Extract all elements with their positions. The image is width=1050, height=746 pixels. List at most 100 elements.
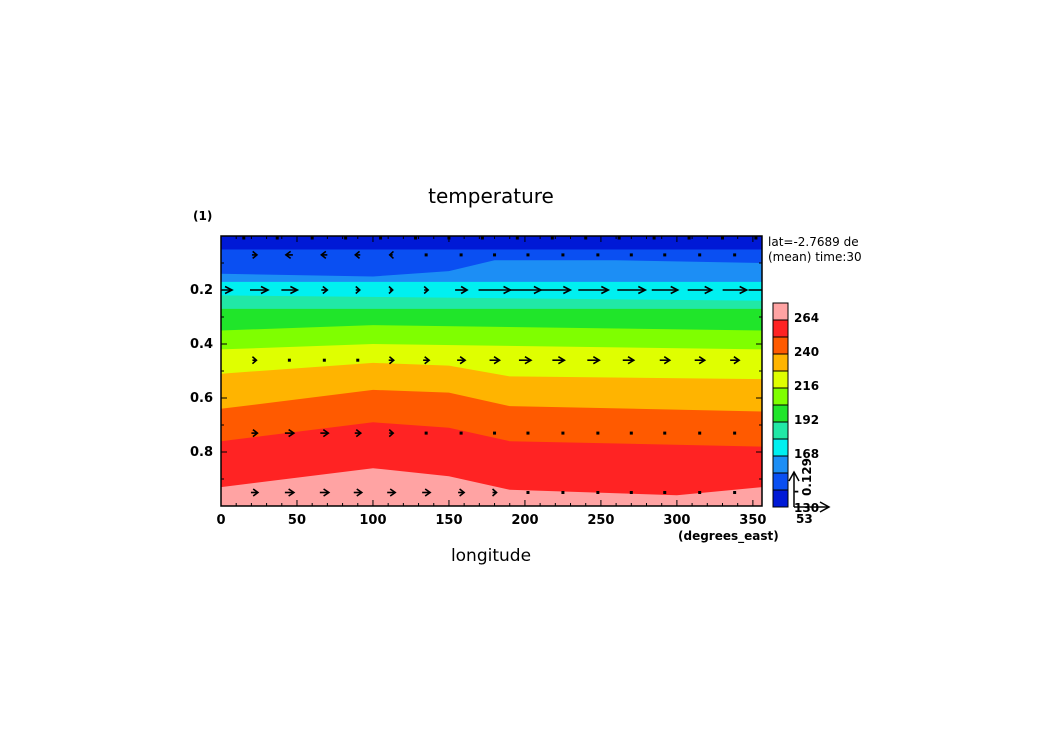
wind-vector-head-3-8: [524, 356, 533, 365]
wind-vector-head-5-0: [252, 488, 260, 497]
reference-vector-v-label: 0.129: [800, 458, 814, 496]
colorbar-swatch-9: [772, 336, 789, 355]
wind-vector-dot-1-8: [526, 253, 530, 257]
x-axis-label: longitude: [451, 546, 531, 566]
wind-vector-dot-0-9: [550, 236, 554, 240]
colorbar-swatch-0: [772, 489, 789, 508]
colorbar-swatch-8: [772, 353, 789, 372]
wind-vector-head-2-7: [460, 285, 469, 295]
wind-vector-head-2-0: [224, 285, 234, 295]
wind-vector-head-2-15: [739, 285, 749, 295]
wind-vector-dot-1-11: [629, 253, 633, 257]
wind-vector-head-2-2: [290, 285, 300, 295]
x-tick-label-1: 50: [288, 513, 306, 528]
colorbar-label-2: 168: [794, 447, 819, 461]
wind-vector-head-2-16: [765, 287, 772, 294]
wind-vector-dot-1-13: [698, 253, 702, 257]
y-tick-label-3: 0.8: [190, 445, 213, 460]
wind-vector-dot-5-10: [596, 491, 600, 494]
wind-vector-head-5-5: [424, 488, 432, 497]
wind-vector-dot-0-15: [754, 236, 758, 240]
y-axis-label: (1): [193, 209, 212, 223]
wind-vector-dot-1-12: [663, 253, 667, 257]
wind-vector-head-3-11: [627, 356, 636, 365]
colorbar-label-4: 216: [794, 379, 819, 393]
contour-band-11: [221, 468, 762, 506]
wind-vector-head-1-0: [252, 250, 259, 260]
wind-vector-dot-0-12: [652, 236, 656, 240]
wind-vector-dot-0-3: [344, 236, 348, 240]
wind-vector-dot-3-3: [356, 358, 360, 362]
wind-vector-head-3-7: [493, 356, 502, 365]
wind-vector-dot-0-8: [515, 236, 519, 240]
wind-vector-head-2-11: [600, 285, 611, 295]
wind-vector-head-2-4: [355, 285, 361, 295]
wind-vector-dot-4-10: [596, 431, 600, 435]
wind-vector-head-5-1: [288, 488, 296, 497]
wind-vector-head-3-9: [557, 356, 566, 365]
wind-vector-head-5-3: [356, 488, 364, 497]
wind-vector-head-2-5: [388, 285, 394, 295]
colorbar-label-3: 192: [794, 413, 819, 427]
colorbar-swatch-5: [772, 404, 789, 423]
x-axis-units: (degrees_east): [678, 529, 779, 544]
wind-vector-dot-0-0: [242, 236, 246, 240]
wind-vector-head-3-10: [592, 356, 601, 365]
wind-vector-head-2-14: [704, 285, 714, 295]
wind-vector-head-2-1: [260, 285, 270, 295]
x-tick-label-0: 0: [216, 513, 225, 528]
wind-vector-head-2-12: [637, 285, 648, 295]
colorbar-swatch-4: [772, 421, 789, 440]
wind-vector-dot-1-14: [733, 253, 737, 257]
wind-vector-dot-1-6: [459, 253, 463, 257]
wind-vector-head-3-14: [733, 356, 741, 365]
wind-vector-head-1-4: [388, 250, 394, 259]
wind-vector-head-3-5: [424, 356, 431, 365]
x-tick-label-3: 150: [435, 513, 462, 528]
y-tick-label-1: 0.4: [190, 337, 213, 352]
wind-vector-head-4-3: [355, 428, 363, 438]
wind-vector-dot-1-9: [561, 253, 565, 257]
wind-vector-dot-0-11: [617, 236, 621, 240]
colorbar-swatch-11: [772, 302, 789, 321]
colorbar-swatch-2: [772, 455, 789, 474]
contour-bands: [221, 236, 762, 506]
x-tick-label-4: 200: [511, 513, 538, 528]
wind-vector-dot-5-11: [629, 491, 633, 494]
colorbar-swatch-3: [772, 438, 789, 457]
wind-vector-head-5-4: [389, 488, 397, 497]
wind-vector-head-1-3: [354, 250, 361, 260]
colorbar-swatch-1: [772, 472, 789, 491]
x-tick-label-6: 300: [663, 513, 690, 528]
y-tick-label-2: 0.6: [190, 391, 213, 406]
x-tick-label-7: 350: [739, 513, 766, 528]
wind-vector-dot-3-2: [322, 358, 326, 362]
wind-vector-head-5-2: [323, 488, 331, 497]
x-tick-label-2: 100: [359, 513, 386, 528]
wind-vector-head-5-6: [459, 488, 466, 497]
wind-vector-head-2-13: [670, 285, 680, 295]
reference-vector-v-head: [788, 470, 800, 482]
colorbar-label-0: 130: [794, 501, 819, 515]
wind-vector-head-3-12: [663, 356, 672, 365]
annotation-lat: lat=-2.7689 de: [768, 235, 859, 249]
wind-vector-head-5-7: [492, 488, 498, 497]
wind-vector-head-3-13: [698, 356, 707, 365]
chart-title: temperature: [428, 184, 554, 208]
wind-vector-dot-0-7: [480, 236, 484, 240]
colorbar-swatch-6: [772, 387, 789, 406]
wind-vector-dot-4-5: [424, 431, 428, 435]
wind-vector-dot-1-5: [424, 253, 428, 257]
wind-vector-dot-4-7: [493, 431, 497, 435]
colorbar-swatch-10: [772, 319, 789, 338]
wind-vector-head-4-1: [288, 428, 296, 438]
wind-vector-dot-4-13: [698, 431, 702, 435]
y-tick-label-0: 0.2: [190, 283, 213, 298]
wind-vector-dot-4-12: [663, 431, 667, 435]
wind-vector-head-2-3: [322, 285, 329, 295]
x-tick-label-5: 250: [587, 513, 614, 528]
y-axis-ticks: 0.2 0.4 0.6 0.8: [190, 262, 762, 480]
wind-vector-dot-1-10: [596, 253, 600, 257]
wind-vector-head-2-6: [423, 285, 430, 295]
wind-vector-dot-5-14: [733, 491, 737, 494]
